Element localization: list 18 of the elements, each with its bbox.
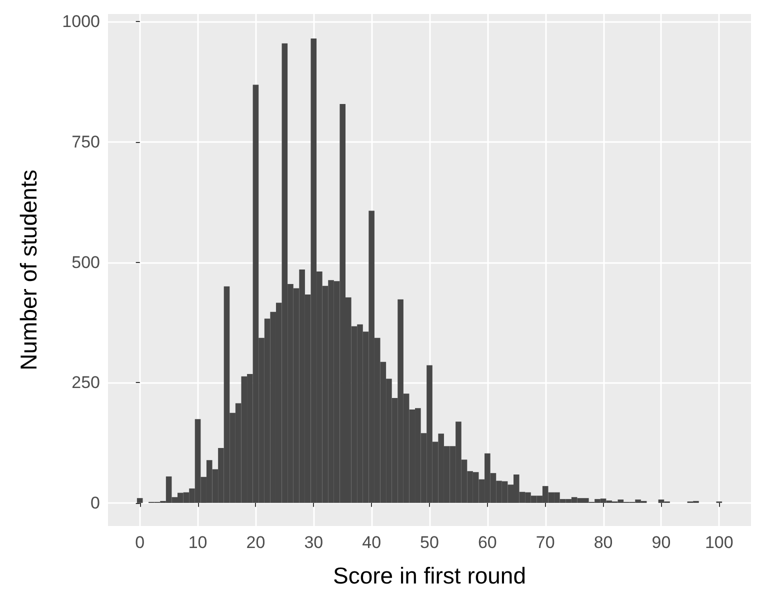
x-tick-label: 90 bbox=[652, 533, 671, 552]
x-tick-label: 60 bbox=[478, 533, 497, 552]
x-tick-label: 20 bbox=[246, 533, 266, 552]
x-tick-label: 10 bbox=[188, 533, 208, 552]
x-tick-label: 50 bbox=[420, 533, 439, 552]
x-tick-label: 40 bbox=[362, 533, 382, 552]
x-tick-label: 80 bbox=[594, 533, 613, 552]
y-tick-label: 1000 bbox=[62, 12, 100, 32]
x-tick-label: 70 bbox=[536, 533, 555, 552]
y-axis-title: Number of students bbox=[16, 170, 42, 370]
y-tick-label: 500 bbox=[72, 252, 100, 272]
x-axis-title: Score in first round bbox=[332, 562, 526, 588]
x-tick-label: 0 bbox=[135, 533, 145, 552]
y-tick-label: 250 bbox=[72, 373, 100, 392]
y-tick-label: 0 bbox=[90, 493, 100, 512]
x-tick-label: 30 bbox=[304, 533, 324, 552]
y-tick-label: 750 bbox=[72, 132, 100, 152]
x-tick-label: 100 bbox=[704, 533, 734, 552]
